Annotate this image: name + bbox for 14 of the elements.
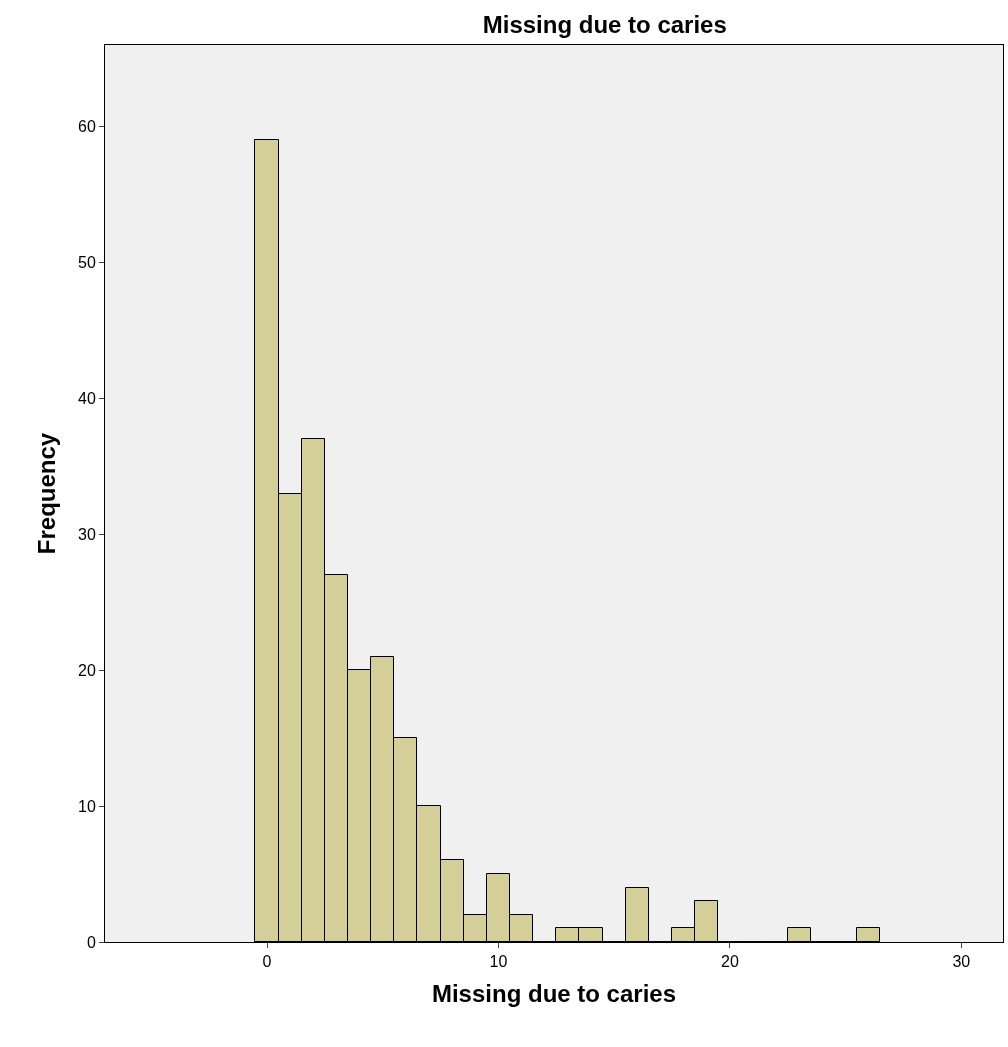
y-tick-label: 10 bbox=[78, 797, 96, 815]
y-tick-label: 30 bbox=[78, 525, 96, 543]
y-tick-label: 40 bbox=[78, 389, 96, 407]
y-tick-label: 20 bbox=[78, 661, 96, 679]
y-tick-label: 60 bbox=[78, 118, 96, 136]
y-tick-label: 50 bbox=[78, 254, 96, 272]
y-axis-title: Frequency bbox=[33, 432, 61, 555]
y-tick-label: 0 bbox=[86, 933, 96, 951]
chart-title: Missing due to caries bbox=[482, 10, 727, 38]
x-tick-label: 30 bbox=[952, 953, 971, 971]
x-tick-label: 10 bbox=[489, 953, 508, 971]
x-tick-label: 20 bbox=[721, 953, 739, 971]
x-tick-label: 0 bbox=[262, 953, 272, 971]
x-axis-title: Missing due to caries bbox=[431, 979, 677, 1007]
